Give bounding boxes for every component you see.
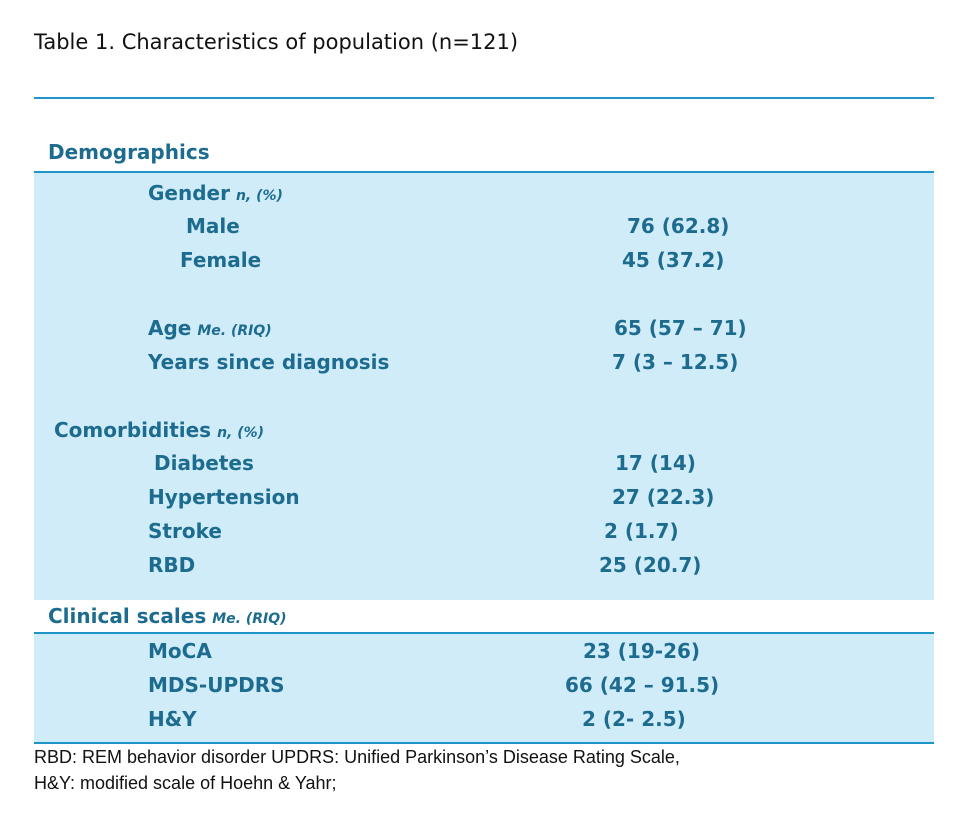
row-mdsupdrs-label: MDS-UPDRS — [148, 673, 285, 697]
table-footnote: RBD: REM behavior disorder UPDRS: Unifie… — [34, 744, 680, 796]
demographics-comorbidities-band — [34, 173, 934, 600]
row-age-label: Age Me. (RIQ) — [148, 316, 272, 340]
clinical-rule — [34, 632, 934, 634]
row-male-label: Male — [186, 214, 240, 238]
row-male-value: 76 (62.8) — [627, 214, 730, 238]
footnote-line-2: H&Y: modified scale of Hoehn & Yahr; — [34, 773, 337, 793]
row-hy-label: H&Y — [148, 707, 197, 731]
row-female-label: Female — [180, 248, 262, 272]
row-age-value: 65 (57 – 71) — [614, 316, 747, 340]
top-rule — [34, 97, 934, 99]
row-moca-value: 23 (19-26) — [583, 639, 701, 663]
row-stroke-label: Stroke — [148, 519, 222, 543]
row-diabetes-value: 17 (14) — [615, 451, 696, 475]
row-female-value: 45 (37.2) — [622, 248, 725, 272]
row-rbd-value: 25 (20.7) — [599, 553, 702, 577]
section-title-comorbidities: Comorbidities n, (%) — [54, 418, 265, 442]
row-rbd-label: RBD — [148, 553, 196, 577]
row-years-value: 7 (3 – 12.5) — [612, 350, 739, 374]
comorbidities-note: n, (%) — [217, 425, 265, 441]
row-mdsupdrs-value: 66 (42 – 91.5) — [565, 673, 720, 697]
section-title-clinical: Clinical scales Me. (RIQ) — [48, 604, 287, 628]
row-moca-label: MoCA — [148, 639, 212, 663]
clinical-band — [34, 634, 934, 742]
clinical-note: Me. (RIQ) — [212, 611, 287, 627]
footnote-line-1: RBD: REM behavior disorder UPDRS: Unifie… — [34, 747, 680, 767]
table-caption: Table 1. Characteristics of population (… — [34, 30, 519, 54]
row-hy-value: 2 (2- 2.5) — [582, 707, 686, 731]
row-hypertension-value: 27 (22.3) — [612, 485, 715, 509]
row-gender-label: Gender n, (%) — [148, 181, 283, 205]
row-diabetes-label: Diabetes — [154, 451, 254, 475]
gender-note: n, (%) — [235, 188, 283, 204]
section-title-demographics: Demographics — [48, 140, 210, 164]
bottom-rule — [34, 742, 934, 744]
row-years-label: Years since diagnosis — [148, 350, 390, 374]
row-hypertension-label: Hypertension — [148, 485, 300, 509]
row-stroke-value: 2 (1.7) — [604, 519, 679, 543]
demographics-rule — [34, 171, 934, 173]
age-note: Me. (RIQ) — [197, 323, 272, 339]
